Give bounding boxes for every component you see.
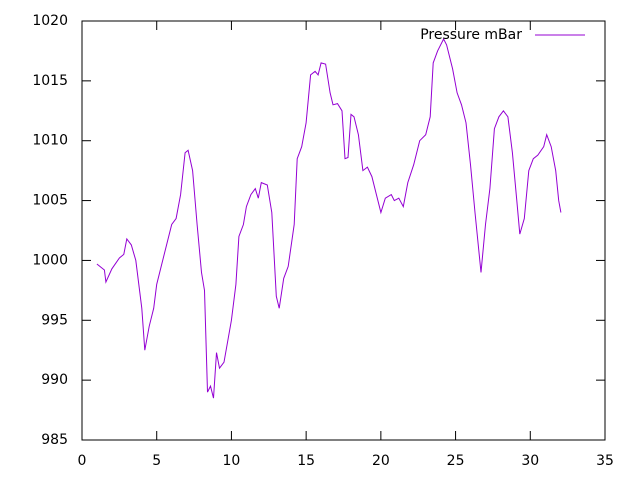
y-tick-label: 1020 — [32, 13, 68, 29]
y-tick-label: 1015 — [32, 73, 68, 89]
data-line — [96, 37, 562, 399]
x-tick-label: 25 — [447, 453, 465, 469]
x-tick-label: 5 — [152, 453, 161, 469]
y-tick-label: 1000 — [32, 252, 68, 268]
x-tick-label: 30 — [521, 453, 539, 469]
x-tick-label: 20 — [372, 453, 390, 469]
x-tick-label: 10 — [223, 453, 241, 469]
y-tick-label: 1010 — [32, 133, 68, 149]
y-tick-label: 985 — [41, 432, 68, 448]
x-tick-label: 0 — [78, 453, 87, 469]
plot-frame — [81, 20, 606, 441]
y-tick-label: 995 — [41, 312, 68, 328]
legend-label: Pressure mBar — [420, 27, 522, 43]
x-tick-label: 35 — [596, 453, 614, 469]
x-tick-label: 15 — [297, 453, 315, 469]
y-tick-label: 1005 — [32, 193, 68, 209]
y-tick-label: 990 — [41, 372, 68, 388]
